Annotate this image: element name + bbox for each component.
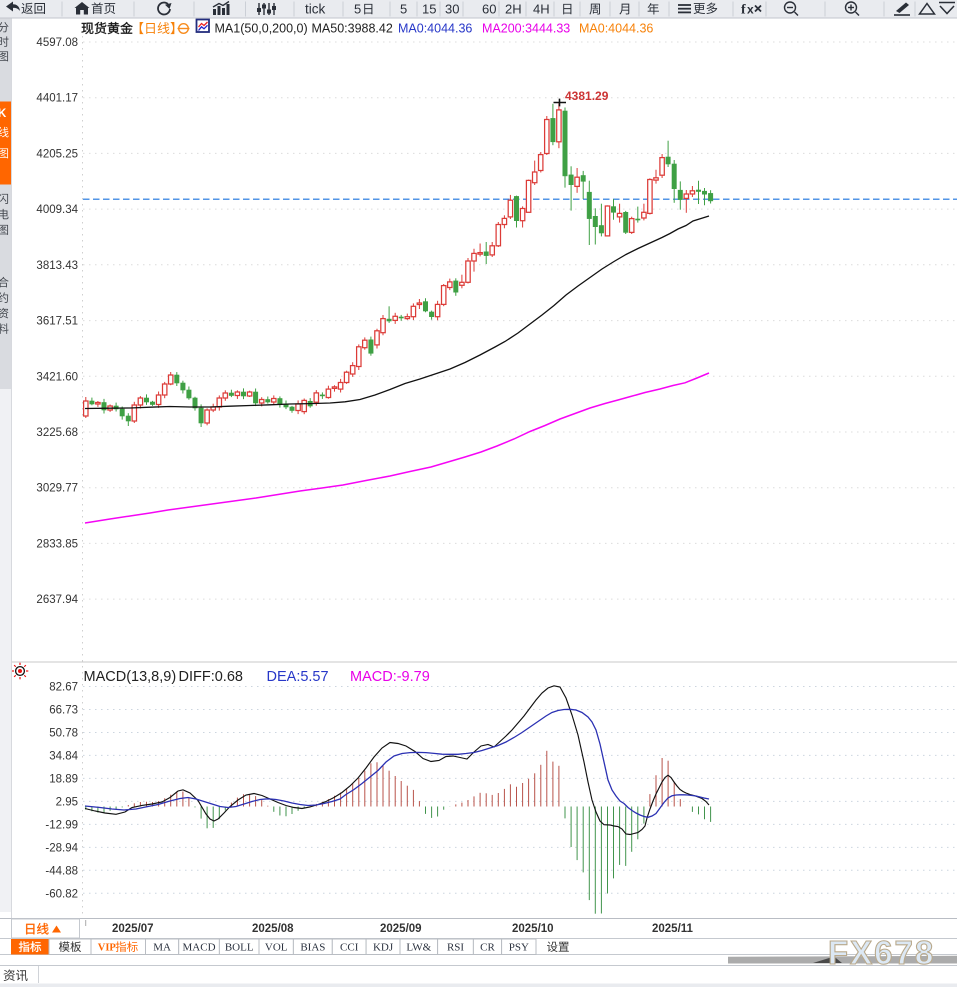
svg-text:f: f — [741, 3, 746, 18]
svg-text:5: 5 — [400, 2, 407, 17]
svg-text:4009.34: 4009.34 — [36, 204, 78, 216]
svg-text:3813.43: 3813.43 — [36, 260, 78, 272]
svg-text:MACD: MACD — [183, 942, 216, 954]
svg-text:4205.25: 4205.25 — [36, 148, 78, 160]
svg-text:MA0:4044.36: MA0:4044.36 — [398, 22, 472, 36]
svg-text:MA0:4044.36: MA0:4044.36 — [579, 22, 653, 36]
svg-text:82.67: 82.67 — [49, 682, 78, 694]
svg-text:MACD(13,8,9): MACD(13,8,9) — [84, 669, 177, 685]
svg-text:18.89: 18.89 — [49, 773, 78, 785]
svg-text:2025/07: 2025/07 — [112, 923, 154, 935]
svg-text:tick: tick — [305, 2, 326, 17]
svg-text:MA50:3988.42: MA50:3988.42 — [312, 22, 393, 36]
svg-text:VIP: VIP — [98, 943, 117, 954]
svg-text:CR: CR — [480, 942, 495, 954]
svg-text:3225.68: 3225.68 — [36, 427, 78, 439]
svg-text:34.84: 34.84 — [49, 750, 78, 762]
svg-text:4597.08: 4597.08 — [36, 37, 78, 49]
svg-text:2025/11: 2025/11 — [652, 923, 694, 935]
svg-text:2025/08: 2025/08 — [252, 923, 294, 935]
svg-text:DEA:5.57: DEA:5.57 — [267, 669, 329, 685]
svg-text:2025/10: 2025/10 — [512, 923, 554, 935]
svg-text:2025/09: 2025/09 — [380, 923, 422, 935]
svg-text:15: 15 — [422, 2, 436, 17]
svg-text:4H: 4H — [533, 2, 550, 17]
svg-text:PSY: PSY — [509, 942, 529, 954]
svg-text:BIAS: BIAS — [300, 942, 325, 954]
svg-text:CCI: CCI — [340, 942, 359, 954]
svg-text:2H: 2H — [505, 2, 522, 17]
svg-text:50.78: 50.78 — [49, 727, 78, 739]
svg-text:MACD:-9.79: MACD:-9.79 — [350, 669, 430, 685]
svg-text:4381.29: 4381.29 — [565, 89, 609, 103]
svg-text:KDJ: KDJ — [373, 942, 394, 954]
svg-text:-12.99: -12.99 — [45, 819, 78, 831]
svg-text:BOLL: BOLL — [225, 942, 254, 954]
svg-text:FX678: FX678 — [828, 934, 935, 971]
svg-text:LW&: LW& — [406, 942, 431, 954]
svg-text:K: K — [0, 108, 7, 120]
svg-text:MA1(50,0,200,0): MA1(50,0,200,0) — [215, 22, 308, 36]
svg-text:VOL: VOL — [265, 942, 288, 954]
svg-text:66.73: 66.73 — [49, 704, 78, 716]
svg-text:2637.94: 2637.94 — [36, 594, 78, 606]
svg-text:2833.85: 2833.85 — [36, 538, 78, 550]
svg-text:30: 30 — [445, 2, 459, 17]
svg-text:3029.77: 3029.77 — [36, 483, 78, 495]
svg-text:MA: MA — [153, 942, 171, 954]
svg-text:-28.94: -28.94 — [45, 842, 78, 854]
svg-text:3617.51: 3617.51 — [36, 316, 78, 328]
svg-text:DIFF:0.68: DIFF:0.68 — [179, 669, 243, 685]
svg-text:-60.82: -60.82 — [45, 888, 78, 900]
svg-text:60: 60 — [482, 2, 496, 17]
svg-text:-44.88: -44.88 — [45, 865, 78, 877]
svg-text:MA200:3444.33: MA200:3444.33 — [482, 22, 570, 36]
svg-text:3421.60: 3421.60 — [36, 371, 78, 383]
svg-text:RSI: RSI — [447, 942, 464, 954]
svg-text:x: x — [747, 3, 754, 17]
svg-text:5: 5 — [354, 2, 361, 17]
svg-text:4401.17: 4401.17 — [36, 93, 78, 105]
svg-text:2.95: 2.95 — [56, 796, 78, 808]
